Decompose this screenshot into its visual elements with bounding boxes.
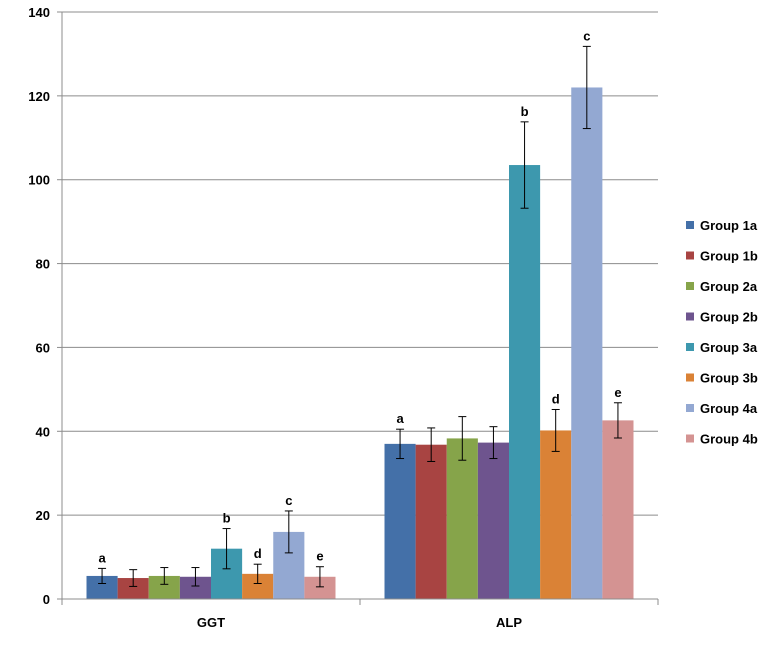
y-tick-label: 40 (36, 424, 50, 439)
y-tick-label: 140 (28, 5, 50, 20)
y-tick-label: 120 (28, 89, 50, 104)
significance-label: a (396, 411, 404, 426)
legend-swatch (686, 404, 694, 412)
bar-ggt-group-4b (304, 576, 336, 599)
gridlines (57, 11, 658, 600)
significance-label: b (223, 511, 231, 526)
significance-label: c (285, 493, 292, 508)
significance-label: a (98, 550, 106, 565)
y-tick-label: 20 (36, 508, 50, 523)
bar-alp-group-1b (415, 444, 447, 599)
legend-label: Group 4a (700, 401, 758, 416)
bar-ggt-group-1b (117, 578, 149, 599)
significance-label: e (614, 385, 621, 400)
legend-label: Group 1a (700, 218, 758, 233)
legend-swatch (686, 312, 694, 321)
significance-labels: a b d c e a b d c e (98, 28, 621, 565)
legend-swatch (686, 282, 694, 290)
y-tick-label: 0 (43, 592, 50, 607)
significance-label: b (521, 104, 529, 119)
bars (86, 87, 634, 599)
x-category-label: GGT (197, 615, 225, 630)
x-category-labels: GGT ALP (197, 615, 522, 630)
legend-label: Group 3b (700, 371, 758, 386)
bar-ggt-group-2b (179, 576, 211, 599)
legend-swatch (686, 434, 694, 443)
bar-alp-group-3b (540, 430, 572, 599)
y-tick-label: 60 (36, 340, 50, 355)
bar-alp-group-2a (446, 438, 478, 599)
significance-label: e (316, 549, 323, 564)
significance-label: d (552, 391, 560, 406)
bar-alp-group-4a (571, 87, 603, 599)
bar-ggt-group-1a (86, 575, 118, 599)
x-category-label: ALP (496, 615, 522, 630)
legend-swatch (686, 373, 694, 382)
error-bars (98, 45, 622, 588)
bar-alp-group-2b (477, 442, 509, 599)
y-tick-labels: 0 20 40 60 80 100 120 140 (28, 5, 50, 607)
legend-swatch (686, 251, 694, 260)
bar-alp-group-1a (384, 443, 416, 599)
axes (61, 12, 659, 605)
significance-label: c (583, 28, 590, 43)
legend-label: Group 4b (700, 432, 758, 447)
significance-label: d (254, 546, 262, 561)
legend-label: Group 2a (700, 279, 758, 294)
bar-alp-group-3a (509, 165, 541, 599)
legend-swatch (686, 343, 694, 351)
legend-label: Group 2b (700, 310, 758, 325)
bar-ggt-group-2a (148, 575, 180, 599)
legend-swatch (686, 221, 694, 229)
y-tick-label: 80 (36, 257, 50, 272)
legend-label: Group 3a (700, 340, 758, 355)
y-tick-label: 100 (28, 173, 50, 188)
bar-alp-group-4b (602, 420, 634, 599)
legend: Group 1a Group 1b Group 2a Group 2b Group 3a… (686, 218, 758, 447)
legend-label: Group 1b (700, 249, 758, 264)
